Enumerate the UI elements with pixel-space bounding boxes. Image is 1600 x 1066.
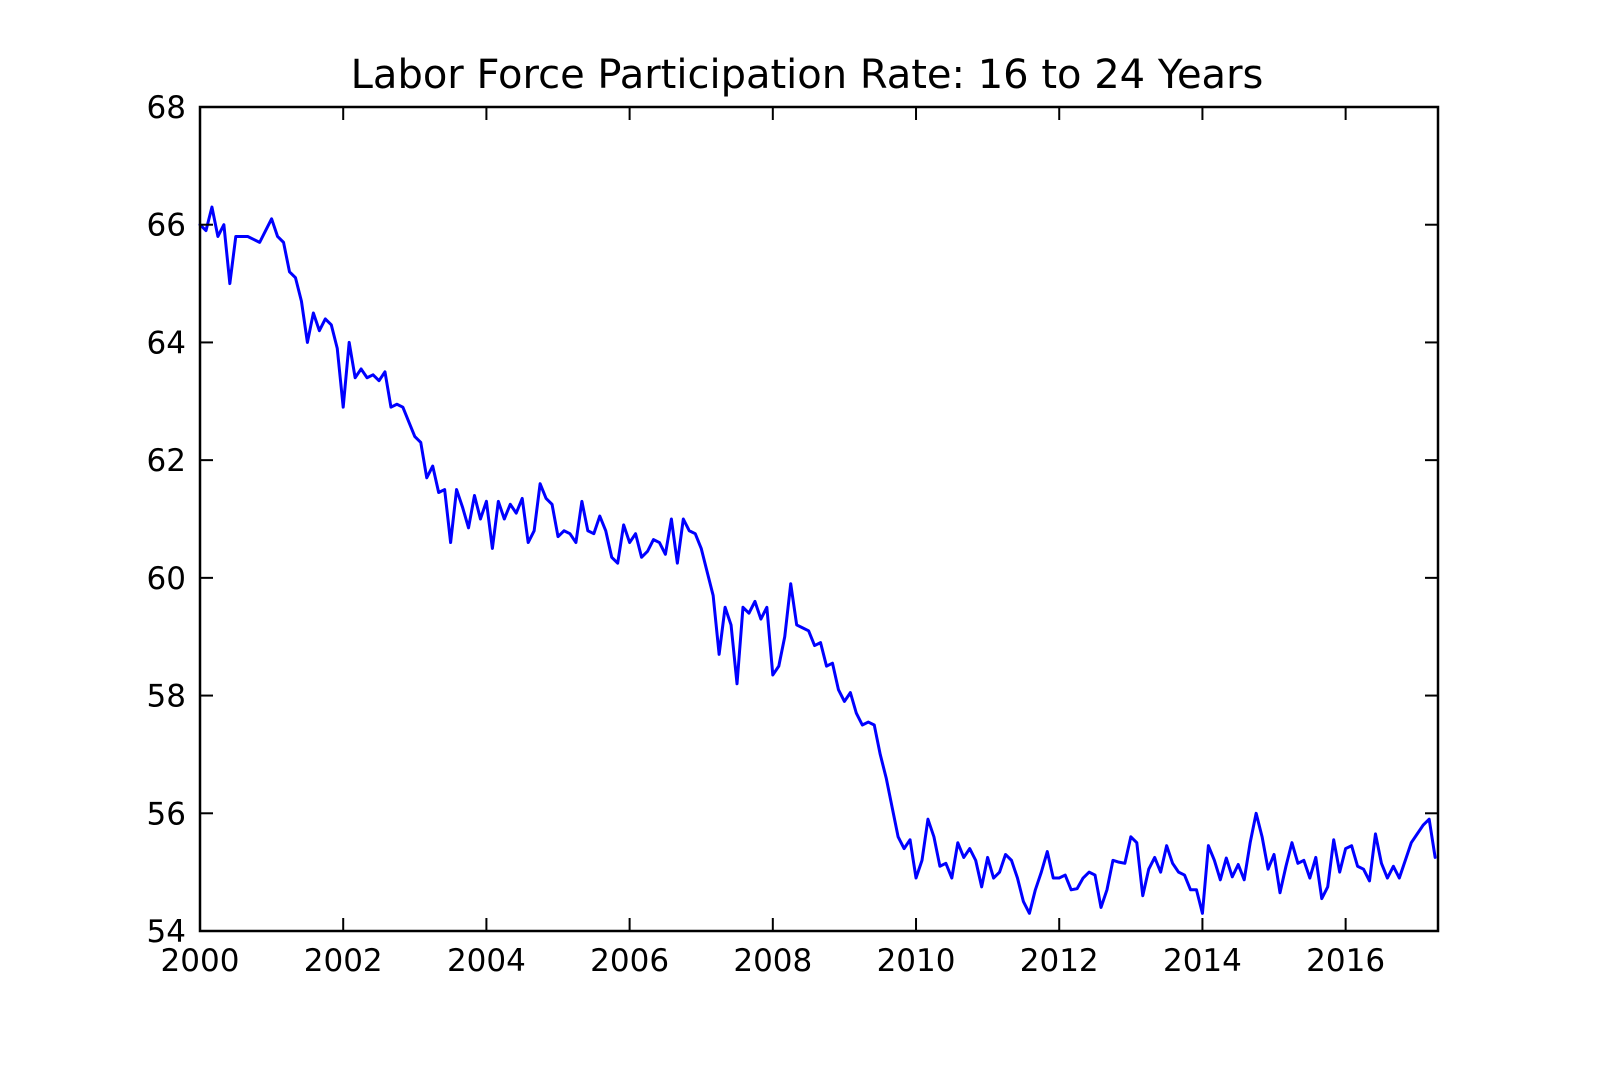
y-tick-label: 56 xyxy=(147,796,186,832)
x-tick-label: 2014 xyxy=(1163,943,1242,979)
x-tick-label: 2000 xyxy=(161,943,240,979)
x-tick-label: 2010 xyxy=(877,943,956,979)
y-tick-label: 64 xyxy=(147,325,186,361)
y-tick-label: 60 xyxy=(147,561,186,597)
x-tick-label: 2016 xyxy=(1306,943,1385,979)
x-tick-label: 2002 xyxy=(304,943,383,979)
y-tick-label: 58 xyxy=(147,679,186,715)
x-tick-label: 2012 xyxy=(1020,943,1099,979)
data-line xyxy=(198,205,1437,915)
y-tick-label: 68 xyxy=(147,90,186,126)
x-tick-label: 2006 xyxy=(590,943,669,979)
y-tick-label: 66 xyxy=(147,208,186,244)
y-tick-label: 54 xyxy=(147,914,186,950)
x-tick-label: 2004 xyxy=(447,943,526,979)
plot-area: 2000 2002 2004 2006 2008 2010 2012 2014 2016 54 56… xyxy=(147,90,1440,979)
axes-frame xyxy=(198,105,1440,933)
chart-title: Labor Force Participation Rate: 16 to 24… xyxy=(351,52,1264,98)
x-tick-label: 2008 xyxy=(733,943,812,979)
y-tick-label: 62 xyxy=(147,443,186,479)
